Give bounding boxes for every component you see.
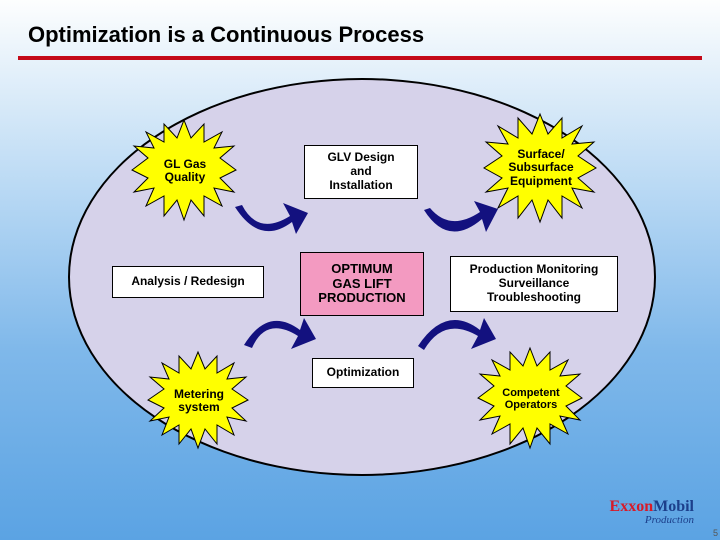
logo-left: Exxon <box>610 498 654 515</box>
arrow-icon <box>418 318 496 350</box>
logo-right: Mobil <box>653 498 694 515</box>
page-number: 5 <box>713 528 718 538</box>
brand-logo: ExxonMobil Production <box>610 499 694 526</box>
logo-subtitle: Production <box>610 515 694 526</box>
logo-wordmark: ExxonMobil <box>610 499 694 515</box>
